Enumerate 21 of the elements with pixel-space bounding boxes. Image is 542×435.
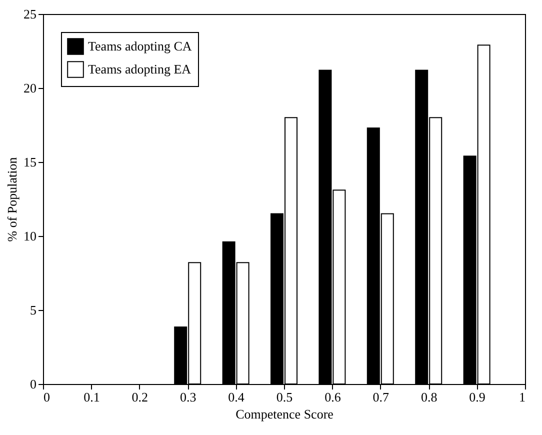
x-tick-label: 0.6 [324,390,342,404]
x-tick-label: 0.4 [228,390,245,404]
y-tick-label: 25 [24,6,36,22]
y-tick-label: 5 [30,302,36,318]
legend-label: Teams adopting CA [88,38,192,54]
x-tick-label: 0 [44,390,50,404]
x-tick-label: 0.5 [276,390,293,404]
y-axis-title: % of Population [4,156,20,242]
legend-label: Teams adopting EA [88,62,192,76]
x-tick-label: 1 [519,390,526,404]
y-tick-label: 20 [24,80,36,96]
y-tick-label: 10 [24,228,36,244]
x-tick-label: 0.1 [84,390,100,404]
x-tick-label: 0.2 [132,390,148,404]
x-axis-title: Competence Score [236,406,334,422]
x-tick-label: 0.8 [420,390,438,404]
x-tick-label: 0.7 [372,390,390,404]
y-tick-label: 15 [24,154,36,170]
x-tick-label: 0.9 [469,390,486,404]
y-tick-label: 0 [30,376,36,392]
x-tick-label: 0.3 [180,390,196,404]
